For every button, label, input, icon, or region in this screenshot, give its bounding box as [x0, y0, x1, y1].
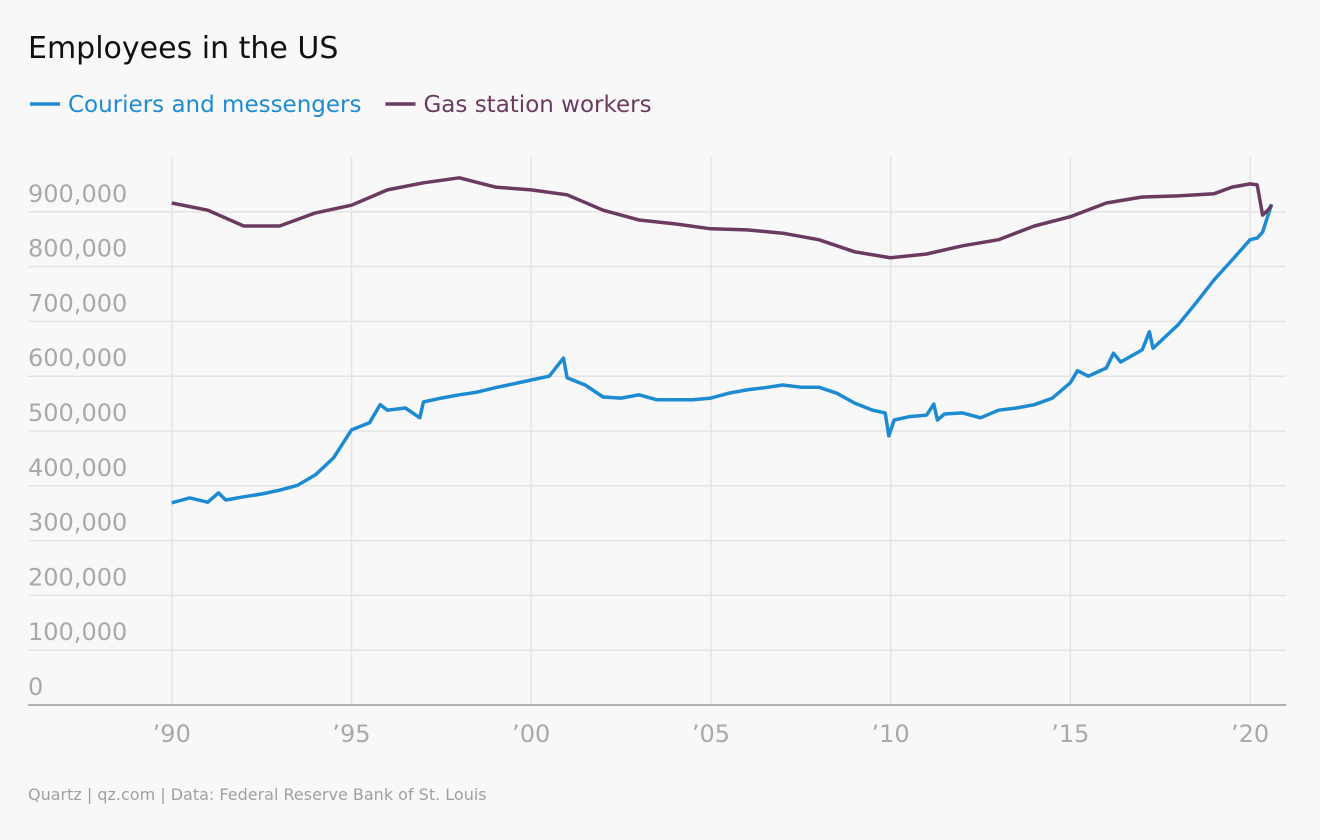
- y-tick-label: 300,000: [28, 509, 127, 537]
- y-tick-label: 100,000: [28, 618, 127, 646]
- x-tick-label: ’20: [1231, 720, 1269, 748]
- y-tick-label: 0: [28, 673, 43, 701]
- chart-title: Employees in the US: [28, 31, 338, 66]
- series-line: [171, 176, 1274, 260]
- y-tick-label: 900,000: [28, 180, 127, 208]
- series-line: [171, 203, 1274, 505]
- y-tick-label: 400,000: [28, 454, 127, 482]
- y-tick-label: 600,000: [28, 344, 127, 372]
- y-tick-label: 200,000: [28, 563, 127, 591]
- x-tick-label: ’05: [692, 720, 730, 748]
- x-tick-label: ’95: [332, 720, 370, 748]
- legend-label: Gas station workers: [423, 92, 651, 118]
- x-tick-label: ’10: [872, 720, 910, 748]
- x-tick-label: ’00: [512, 720, 550, 748]
- legend-label: Couriers and messengers: [68, 92, 361, 118]
- source-note: Quartz | qz.com | Data: Federal Reserve …: [28, 785, 487, 804]
- x-tick-label: ’90: [153, 720, 191, 748]
- y-tick-label: 500,000: [28, 399, 127, 427]
- y-tick-label: 700,000: [28, 289, 127, 317]
- x-tick-label: ’15: [1051, 720, 1089, 748]
- y-tick-label: 800,000: [28, 235, 127, 263]
